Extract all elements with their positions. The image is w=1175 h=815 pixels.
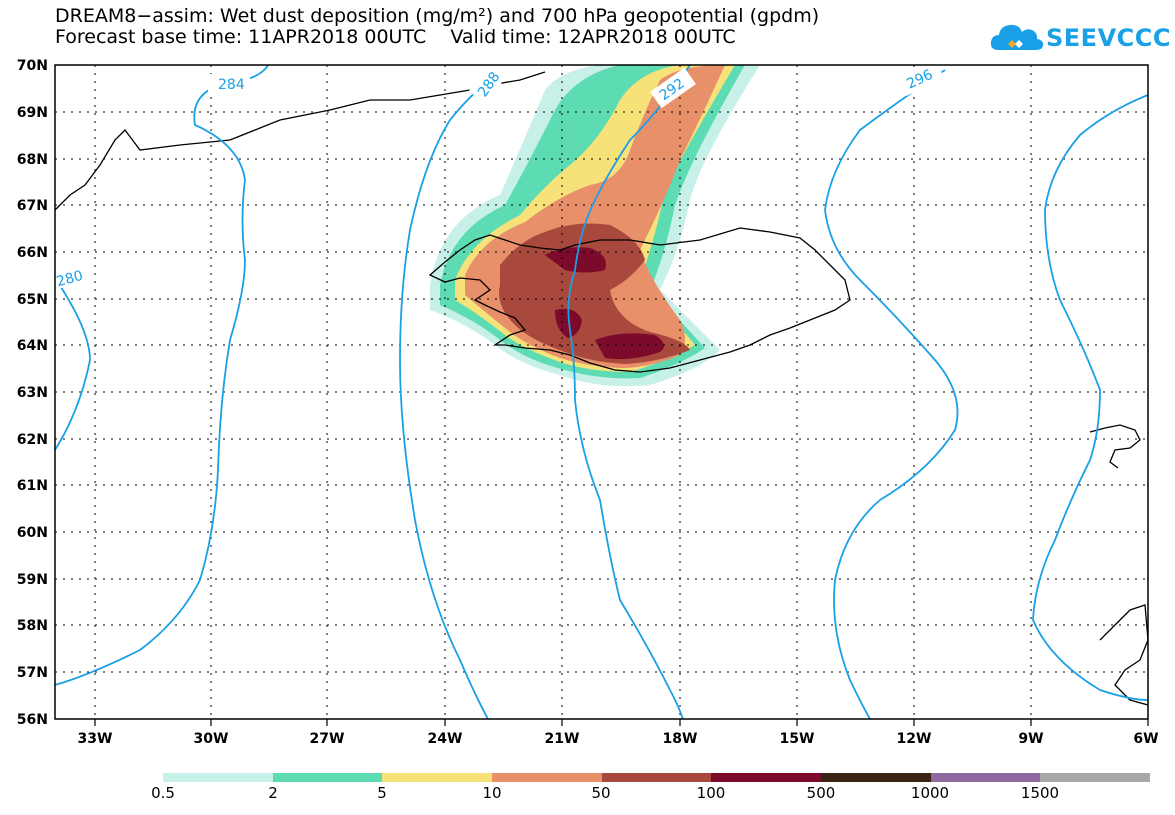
scotland-coast bbox=[1099, 604, 1149, 706]
longitude-labels: 33W 30W 27W 24W 21W 18W 15W 12W 9W 6W bbox=[78, 731, 1159, 747]
contour-284 bbox=[54, 64, 269, 686]
contour-label-284: 284 bbox=[218, 77, 245, 93]
map-title-line2: Forecast base time: 11APR2018 00UTC Vali… bbox=[55, 26, 736, 48]
lon-label: 12W bbox=[897, 731, 932, 747]
lat-label: 64N bbox=[17, 338, 48, 354]
map-frame bbox=[54, 64, 1149, 720]
contour-280 bbox=[54, 277, 91, 451]
lat-label: 66N bbox=[17, 245, 48, 261]
lat-label: 65N bbox=[17, 292, 48, 308]
contour-288 bbox=[399, 79, 491, 720]
lon-label: 21W bbox=[545, 731, 580, 747]
lat-label: 57N bbox=[17, 665, 48, 681]
lon-label: 24W bbox=[428, 731, 463, 747]
colorbar-label: 2 bbox=[268, 784, 278, 802]
faroe-coast bbox=[1089, 424, 1141, 469]
dust-level-100 bbox=[545, 247, 664, 360]
axis-ticks bbox=[94, 719, 1149, 726]
colorbar-label: 10 bbox=[482, 784, 502, 802]
lat-label: 56N bbox=[17, 712, 48, 728]
colorbar-swatch bbox=[930, 773, 1041, 782]
geopotential-contours bbox=[54, 64, 1149, 720]
colorbar-label: 5 bbox=[377, 784, 387, 802]
latitude-labels: 70N 69N 68N 67N 66N 65N 64N 63N 62N 61N … bbox=[17, 58, 48, 728]
colorbar-swatch bbox=[1040, 773, 1151, 782]
contour-label-280: 280 bbox=[55, 268, 85, 290]
iceland-coast bbox=[428, 227, 851, 373]
contour-labels: 284 288 292 296 280 bbox=[55, 60, 945, 290]
colorbar-swatch bbox=[821, 773, 931, 782]
lon-label: 18W bbox=[663, 731, 698, 747]
lon-label: 6W bbox=[1133, 731, 1158, 747]
lon-label: 15W bbox=[780, 731, 815, 747]
colorbar-swatch bbox=[163, 773, 273, 782]
dust-deposition-shading bbox=[430, 65, 760, 387]
colorbar-swatch bbox=[382, 773, 493, 782]
graticule bbox=[55, 65, 1148, 719]
seevccc-logo: SEEVCCC bbox=[988, 16, 1171, 60]
contour-296 bbox=[824, 69, 959, 720]
lat-label: 62N bbox=[17, 432, 48, 448]
colorbar bbox=[163, 773, 1151, 782]
lon-label: 9W bbox=[1018, 731, 1043, 747]
lon-label: 27W bbox=[310, 731, 345, 747]
colorbar-label: 1500 bbox=[1020, 784, 1060, 802]
colorbar-label: 500 bbox=[806, 784, 836, 802]
colorbar-label: 1000 bbox=[910, 784, 950, 802]
lat-label: 67N bbox=[17, 198, 48, 214]
lat-label: 58N bbox=[17, 618, 48, 634]
lat-label: 59N bbox=[17, 572, 48, 588]
cloud-icon bbox=[990, 24, 1044, 50]
logo-text: SEEVCCC bbox=[1046, 24, 1171, 52]
lon-label: 30W bbox=[194, 731, 229, 747]
colorbar-swatch bbox=[601, 773, 712, 782]
lat-label: 69N bbox=[17, 105, 48, 121]
colorbar-label: 100 bbox=[696, 784, 726, 802]
dust-level-50 bbox=[499, 223, 690, 364]
map-title-line1: DREAM8−assim: Wet dust deposition (mg/m²… bbox=[55, 5, 820, 27]
lat-label: 68N bbox=[17, 152, 48, 168]
contour-300 bbox=[1032, 94, 1149, 701]
colorbar-label: 50 bbox=[591, 784, 611, 802]
lon-label: 33W bbox=[78, 731, 113, 747]
contour-292 bbox=[567, 64, 691, 720]
lat-label: 61N bbox=[17, 478, 48, 494]
colorbar-swatch bbox=[492, 773, 602, 782]
colorbar-swatch bbox=[272, 773, 383, 782]
colorbar-label: 0.5 bbox=[151, 784, 175, 802]
lat-label: 60N bbox=[17, 525, 48, 541]
lat-label: 70N bbox=[17, 58, 48, 74]
lat-label: 63N bbox=[17, 385, 48, 401]
colorbar-swatch bbox=[711, 773, 822, 782]
